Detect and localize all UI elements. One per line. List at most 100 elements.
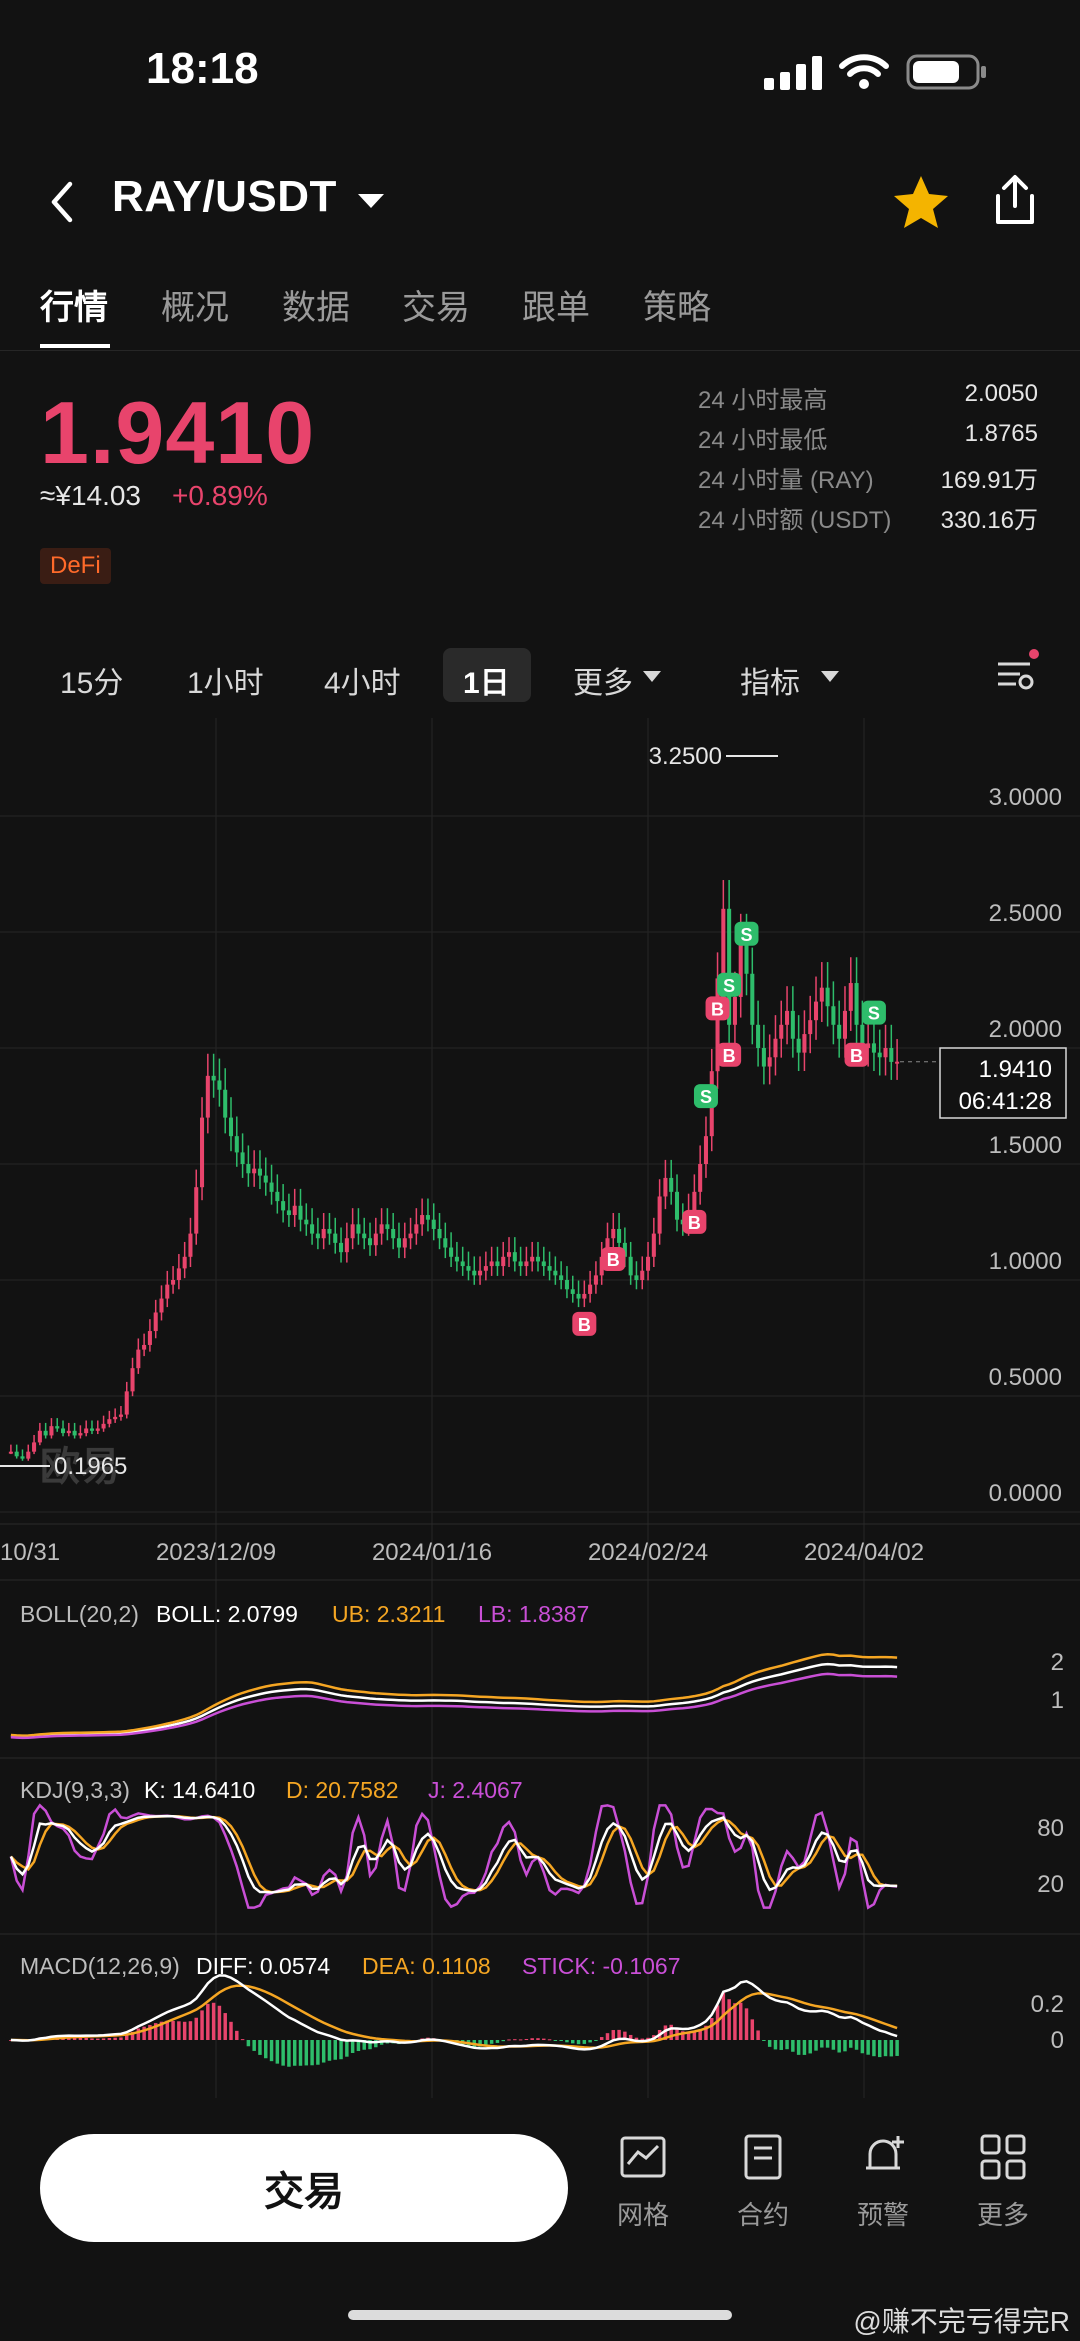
macd-histogram-bar [802,2040,807,2055]
candle-body [321,1228,326,1239]
sell-marker[interactable] [693,1084,718,1109]
macd-histogram-bar [229,2021,233,2040]
grid-trading-button[interactable]: 网格 [598,2132,688,2232]
macd-histogram-bar [223,2013,227,2040]
candle-body [14,1451,19,1457]
tab-trade[interactable]: 交易 [402,289,470,327]
macd-histogram-bar [90,2038,94,2040]
tab-copy-trading[interactable]: 跟单 [522,289,590,327]
candle-body [385,1224,390,1229]
caret-down-icon[interactable] [642,670,662,684]
candle-body [871,1043,876,1053]
caret-down-icon[interactable] [356,192,386,212]
macd-histogram-bar [582,2040,587,2044]
more-button[interactable]: 更多 [958,2132,1048,2232]
candle-body [55,1426,60,1429]
macd-histogram-bar [762,2040,766,2041]
y-tick: 1.5000 [989,1132,1062,1159]
home-indicator[interactable] [348,2310,732,2320]
category-tag[interactable]: DeFi [40,548,111,584]
candle-body [367,1238,373,1246]
candle-body [651,1233,656,1257]
macd-histogram-bar [779,2040,783,2050]
trade-button[interactable]: 交易 [40,2134,568,2242]
macd-histogram-bar [599,2037,604,2040]
candle-body [130,1368,135,1392]
candle-body [588,1284,593,1294]
tab-data[interactable]: 数据 [282,289,350,327]
bell-plus-icon [866,2136,904,2170]
back-icon[interactable] [40,172,90,232]
y-tick: 0.5000 [989,1364,1062,1391]
interval-1d[interactable]: 1日 [463,667,510,700]
share-icon[interactable] [990,172,1040,228]
sell-marker[interactable] [717,972,742,997]
x-tick: 2024/04/02 [804,1539,924,1566]
macd-histogram-bar [559,2040,563,2042]
macd-histogram-bar [194,2017,198,2040]
candle-body [315,1233,320,1239]
grid-more-icon [980,2134,1026,2180]
candle-body [402,1238,407,1248]
candle-body [165,1284,170,1299]
buy-marker[interactable] [601,1246,626,1271]
marker-letter: S [740,925,752,945]
candle-body [489,1261,494,1267]
candle-body [674,1191,680,1220]
pair-title[interactable]: RAY/USDT [112,172,337,221]
interval-more[interactable]: 更多 [573,667,633,700]
buy-marker[interactable] [705,996,730,1021]
boll-tick: 1 [1051,1687,1064,1714]
contract-button[interactable]: 合约 [718,2132,808,2232]
favorite-star-icon[interactable] [890,172,952,234]
candle-body [831,1006,836,1025]
tab-overview[interactable]: 概况 [161,289,229,327]
interval-15m[interactable]: 15分 [60,667,124,700]
kdj-layer [9,1803,898,1910]
y-tick: 1.0000 [989,1248,1062,1275]
candle-body [825,987,830,1007]
candle-body [854,983,859,1025]
candle-body [779,1024,784,1039]
candle-body [495,1261,500,1267]
stat-label-amount: 24 小时额 (USDT) [698,507,892,534]
battery-icon [906,54,986,90]
macd-histogram-bar [217,2005,222,2040]
candle-body [790,1010,795,1039]
candles-layer [8,880,900,1461]
macd-histogram-bar [617,2029,621,2040]
alert-label: 预警 [856,2200,909,2230]
macd-histogram-bar [171,2020,175,2040]
buy-marker[interactable] [844,1042,869,1067]
candle-body [257,1168,262,1176]
alert-button[interactable]: 预警 [838,2132,928,2232]
tab-market[interactable]: 行情 [40,289,108,327]
low-annotation: 0.1965 [54,1453,127,1480]
buy-marker[interactable] [717,1042,742,1067]
candle-body [524,1261,529,1267]
buy-marker[interactable] [682,1209,707,1234]
macd-histogram-bar [750,2019,755,2040]
interval-4h[interactable]: 4小时 [324,667,401,700]
macd-histogram-bar [292,2040,297,2066]
buy-marker[interactable] [572,1311,597,1336]
sell-marker[interactable] [861,1000,886,1025]
interval-1h[interactable]: 1小时 [187,667,264,700]
candle-body [703,1136,708,1164]
candle-body [483,1266,488,1271]
tab-strategy[interactable]: 策略 [643,289,711,327]
macd-histogram-bar [837,2040,841,2053]
candle-body [95,1428,100,1431]
macd-histogram-bar [96,2038,100,2040]
macd-histogram-bar [321,2040,326,2063]
chart-settings-icon[interactable] [990,648,1040,698]
caret-down-icon[interactable] [820,670,840,684]
candle-body [240,1152,245,1164]
candle-body [37,1430,42,1443]
sell-marker[interactable] [734,921,759,946]
candle-body [176,1268,181,1280]
indicator-menu[interactable]: 指标 [740,667,800,700]
candle-body [379,1224,384,1234]
macd-tick: 0 [1051,2027,1064,2054]
